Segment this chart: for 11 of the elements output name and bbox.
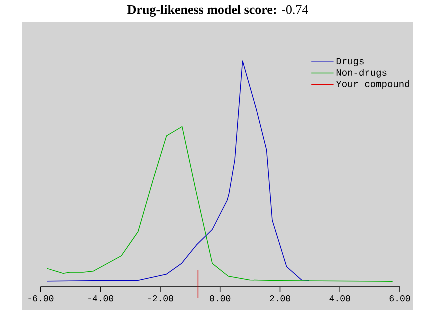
x-tick-label: -6.00 xyxy=(28,296,54,302)
legend-label: Drugs xyxy=(336,58,364,66)
x-tick-label: -2.00 xyxy=(148,296,174,302)
chart-title: Drug-likeness model score: -0.74 xyxy=(128,5,308,17)
x-tick-label: 6.00 xyxy=(390,296,410,302)
legend-label: Non-drugs xyxy=(336,69,387,78)
x-tick-label: 0.00 xyxy=(210,296,231,302)
x-tick-label: 2.00 xyxy=(270,296,290,302)
x-tick-label: 4.00 xyxy=(330,296,350,302)
x-tick-label: -4.00 xyxy=(88,296,114,302)
legend-label: Your compound xyxy=(336,80,410,90)
